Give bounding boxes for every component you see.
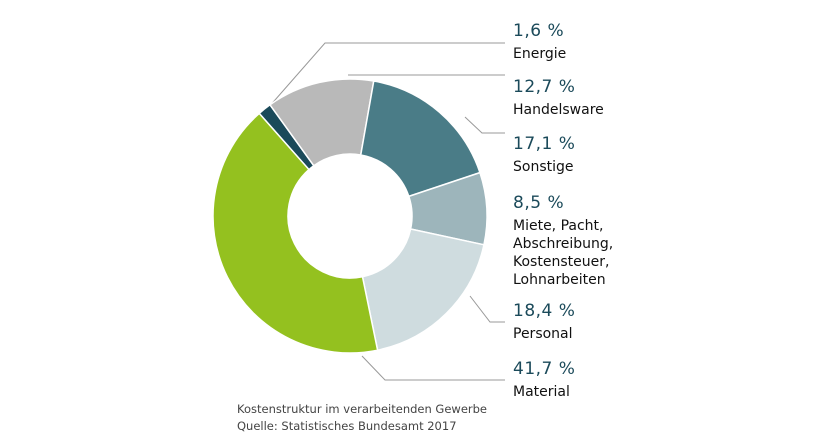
category-label: Personal (513, 326, 573, 342)
value-label: 41,7 % (513, 359, 576, 379)
slice (212, 112, 379, 354)
chart-title: Kostenstruktur im verarbeitenden Gewerbe (237, 402, 487, 416)
value-label: 17,1 % (513, 134, 576, 154)
value-label: 12,7 % (513, 77, 576, 97)
category-label: Handelsware (513, 102, 604, 118)
category-label: Miete, Pacht, Abschreibung, Kostensteuer… (513, 218, 614, 288)
category-label: Sonstige (513, 159, 574, 175)
slice (359, 80, 481, 198)
value-label: 18,4 % (513, 301, 576, 321)
category-label: Material (513, 384, 570, 400)
source: Quelle: Statistisches Bundesamt 2017 (237, 419, 457, 433)
leader-lines (267, 42, 505, 381)
value-label: 1,6 % (513, 21, 565, 41)
slice (361, 228, 485, 352)
value-label: 8,5 % (513, 193, 565, 213)
category-label: Energie (513, 46, 567, 62)
